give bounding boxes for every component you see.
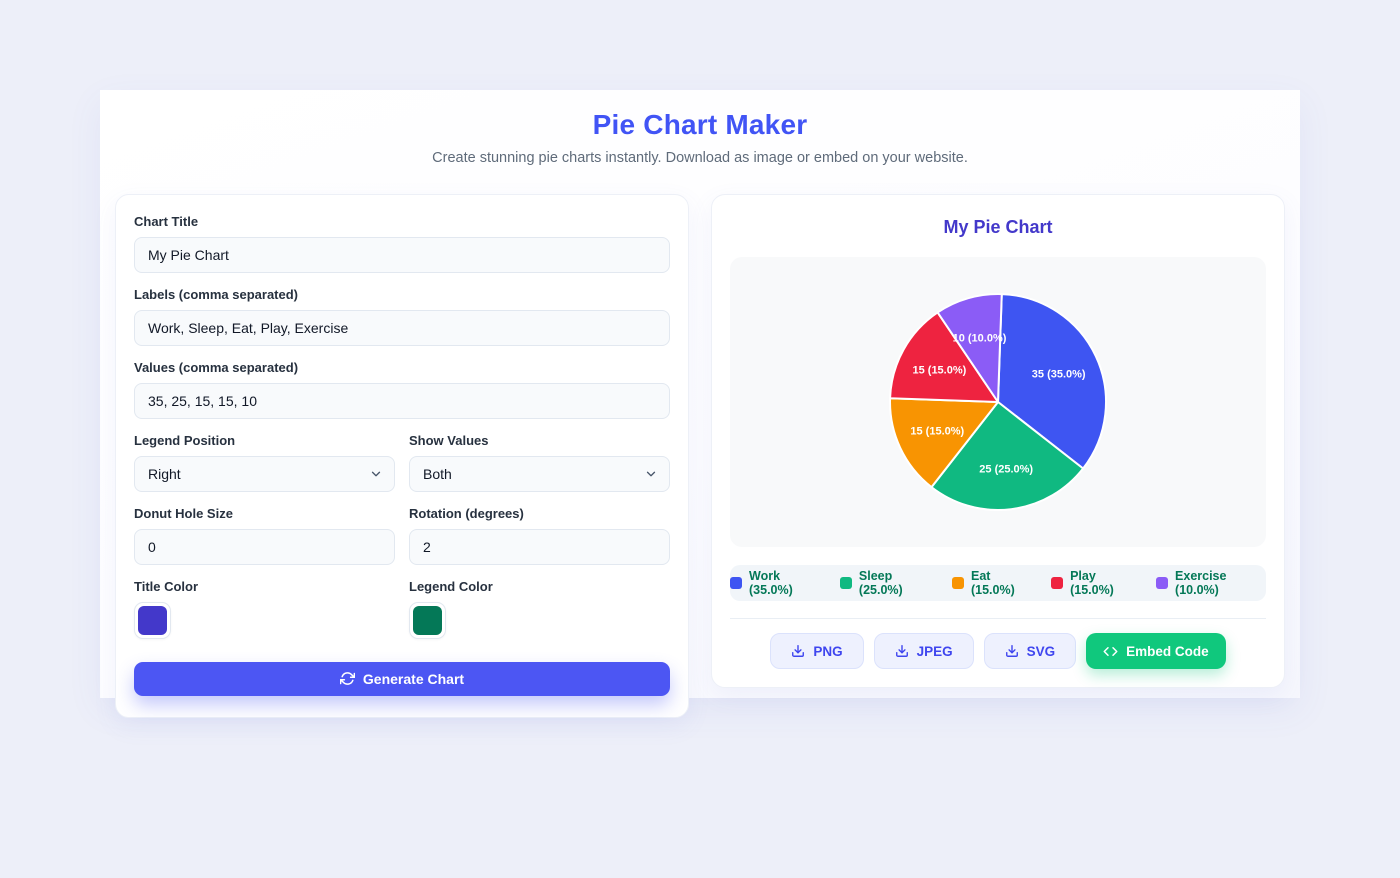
download-png-button[interactable]: PNG: [770, 633, 864, 669]
generate-chart-label: Generate Chart: [362, 670, 465, 687]
selects-row: Legend Position Right Show Values Both: [134, 432, 670, 507]
donut-hole-label: Donut Hole Size: [134, 505, 233, 521]
chart-title-input[interactable]: [134, 236, 670, 273]
legend-item-label: Work (35.0%): [749, 569, 793, 597]
legend-item: Sleep (25.0%): [839, 569, 933, 597]
code-icon: [1103, 644, 1118, 659]
donut-hole-input[interactable]: [134, 528, 395, 565]
download-png-label: PNG: [813, 643, 843, 659]
numbers-row: Donut Hole Size Rotation (degrees): [134, 505, 670, 580]
page-header: Pie Chart Maker Create stunning pie char…: [100, 90, 1300, 166]
legend-color-chip: [730, 577, 742, 589]
chevron-down-icon: [369, 467, 383, 481]
pie-slice-label: 15 (15.0%): [910, 425, 964, 437]
values-label: Values (comma separated): [134, 359, 299, 375]
legend-item: Eat (15.0%): [951, 569, 1032, 597]
chart-title-group: Chart Title: [134, 214, 670, 273]
title-color-picker[interactable]: [134, 601, 171, 639]
donut-hole-group: Donut Hole Size: [134, 505, 395, 565]
page-subtitle: Create stunning pie charts instantly. Do…: [432, 150, 968, 166]
pie-slice-sleep: [930, 401, 1085, 511]
title-color-label: Title Color: [134, 578, 199, 594]
generate-chart-button[interactable]: Generate Chart: [134, 661, 670, 696]
embed-code-button[interactable]: Embed Code: [1086, 633, 1226, 669]
legend-color-swatch: [413, 605, 442, 635]
download-jpeg-button[interactable]: JPEG: [873, 633, 974, 669]
page-title: Pie Chart Maker: [592, 109, 808, 140]
chart-legend: Work (35.0%) Sleep (25.0%) Eat (15.0%) Play…: [730, 565, 1266, 601]
show-values-select[interactable]: Both: [409, 455, 670, 492]
show-values-group: Show Values Both: [409, 432, 670, 492]
chevron-down-icon: [644, 467, 658, 481]
legend-item-label: Play (15.0%): [1070, 569, 1114, 597]
colors-row: Title Color Legend Color: [134, 578, 670, 654]
download-svg-label: SVG: [1026, 643, 1056, 659]
legend-color-chip: [951, 577, 964, 589]
legend-item-label: Eat (15.0%): [970, 569, 1015, 597]
pie-slice-label: 15 (15.0%): [912, 365, 966, 377]
legend-item: Play (15.0%): [1051, 569, 1137, 597]
download-icon: [1005, 644, 1019, 658]
pie-slice-label: 10 (10.0%): [953, 333, 1007, 345]
values-input[interactable]: [134, 382, 670, 419]
legend-color-chip: [1051, 577, 1064, 589]
labels-label: Labels (comma separated): [134, 286, 299, 302]
legend-position-value: Right: [148, 465, 181, 482]
show-values-label: Show Values: [409, 432, 489, 448]
legend-position-label: Legend Position: [134, 432, 236, 448]
legend-color-chip: [1156, 577, 1169, 589]
legend-color-chip: [839, 577, 852, 589]
download-svg-button[interactable]: SVG: [983, 633, 1077, 669]
rotation-input[interactable]: [409, 528, 670, 565]
chart-title-label: Chart Title: [134, 214, 199, 229]
title-color-group: Title Color: [134, 578, 395, 639]
pie-slice-label: 35 (35.0%): [1032, 369, 1086, 381]
title-color-swatch: [138, 605, 167, 635]
download-jpeg-label: JPEG: [916, 643, 953, 659]
export-toolbar: PNG JPEG SVG: [730, 618, 1266, 669]
refresh-icon: [339, 671, 355, 686]
labels-group: Labels (comma separated): [134, 286, 670, 346]
main-columns: Chart Title Labels (comma separated) Val…: [100, 166, 1300, 718]
legend-item: Exercise (10.0%): [1156, 569, 1266, 597]
chart-area: 35 (35.0%) 25 (25.0%) 15 (15.0%) 15 (15.0%)…: [730, 257, 1266, 547]
app-container: Pie Chart Maker Create stunning pie char…: [100, 90, 1300, 718]
pie-slice-exercise: [936, 293, 1003, 403]
legend-item-label: Exercise (10.0%): [1175, 569, 1227, 597]
legend-color-group: Legend Color: [409, 578, 670, 639]
chart-settings-panel: Chart Title Labels (comma separated) Val…: [115, 194, 689, 718]
legend-item-label: Sleep (25.0%): [858, 569, 903, 597]
pie-slice-label: 25 (25.0%): [979, 464, 1033, 476]
legend-color-label: Legend Color: [409, 578, 493, 594]
legend-position-select[interactable]: Right: [134, 455, 395, 492]
legend-color-picker[interactable]: [409, 601, 446, 639]
pie-slice-eat: [889, 397, 999, 489]
values-group: Values (comma separated): [134, 359, 670, 419]
embed-code-label: Embed Code: [1126, 643, 1209, 659]
labels-input[interactable]: [134, 309, 670, 346]
rotation-label: Rotation (degrees): [409, 505, 524, 521]
chart-preview-panel: My Pie Chart 35 (35.0%) 25 (25.0%) 15 (15.…: [711, 194, 1285, 688]
pie-slice-play: [889, 311, 999, 403]
show-values-value: Both: [423, 465, 452, 482]
pie-slice-work: [997, 293, 1107, 470]
download-icon: [895, 644, 909, 658]
legend-item: Work (35.0%): [730, 569, 821, 597]
download-icon: [791, 644, 805, 658]
rotation-group: Rotation (degrees): [409, 505, 670, 565]
pie-chart: 35 (35.0%) 25 (25.0%) 15 (15.0%) 15 (15.0%)…: [889, 293, 1107, 511]
legend-position-group: Legend Position Right: [134, 432, 395, 492]
chart-title: My Pie Chart: [943, 217, 1053, 237]
